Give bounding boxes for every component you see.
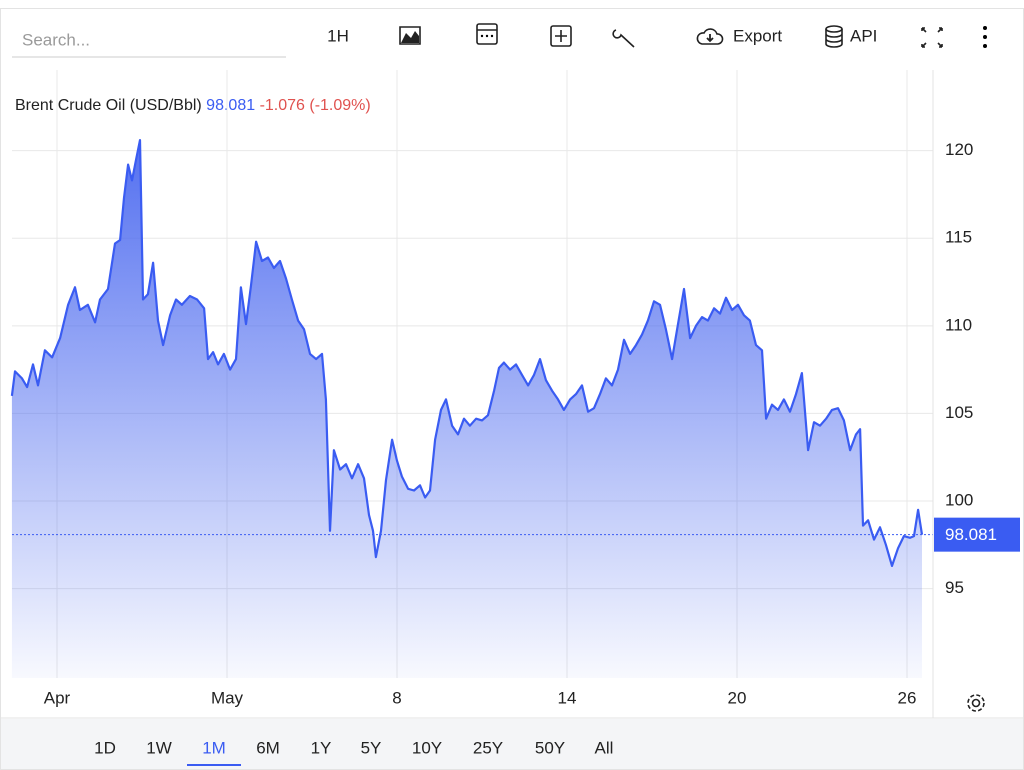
- range-button[interactable]: 1D: [94, 738, 116, 757]
- range-bar: [1, 719, 1023, 769]
- range-buttons: 1D 1W 1M 6M 1Y 5Y 10Y 25Y 50Y All: [94, 738, 614, 766]
- interval-button[interactable]: 1H: [327, 26, 349, 45]
- api-label: API: [850, 26, 877, 45]
- menu-icon[interactable]: [983, 26, 987, 48]
- y-tick-label: 95: [945, 578, 964, 597]
- last-value-badge: [934, 517, 1020, 552]
- change: -1.076 (-1.09%): [260, 97, 371, 114]
- chart-header: Brent Crude Oil (USD/Bbl) 98.081 -1.076 …: [15, 97, 371, 114]
- compare-icon[interactable]: [550, 25, 572, 47]
- export-button[interactable]: Export: [696, 26, 782, 45]
- calendar-icon[interactable]: [476, 23, 498, 45]
- x-tick-label: Apr: [44, 688, 71, 707]
- y-tick-label: 100: [945, 491, 973, 510]
- toolbar: Search... 1H Export API: [12, 23, 987, 58]
- range-button[interactable]: 6M: [256, 738, 280, 757]
- range-button[interactable]: 1Y: [311, 738, 332, 757]
- range-button[interactable]: 1M: [202, 738, 226, 757]
- price-line: [10, 139, 924, 567]
- x-tick-label: May: [211, 688, 244, 707]
- tools-icon[interactable]: [612, 29, 635, 48]
- x-tick-label: 26: [898, 688, 917, 707]
- search-input[interactable]: Search...: [22, 30, 90, 49]
- export-label: Export: [733, 26, 782, 45]
- range-button[interactable]: All: [595, 738, 614, 757]
- range-button[interactable]: 50Y: [535, 738, 565, 757]
- last-value: 98.081: [206, 97, 255, 114]
- api-button[interactable]: API: [825, 25, 877, 48]
- y-tick-label: 115: [945, 228, 972, 247]
- area-fill: [11, 140, 922, 679]
- x-tick-label: 14: [558, 688, 577, 707]
- range-button[interactable]: 5Y: [361, 738, 382, 757]
- y-tick-label: 110: [945, 315, 972, 334]
- x-tick-label: 8: [392, 688, 401, 707]
- y-tick-label: 120: [945, 140, 973, 159]
- range-button[interactable]: 25Y: [473, 738, 503, 757]
- chart-type-icon[interactable]: [399, 26, 421, 45]
- range-button[interactable]: 1W: [146, 738, 172, 757]
- x-tick-label: 20: [728, 688, 747, 707]
- chart-title: Brent Crude Oil (USD/Bbl): [15, 97, 202, 114]
- last-value-label: 98.081: [945, 525, 997, 544]
- range-button[interactable]: 10Y: [412, 738, 442, 757]
- settings-icon[interactable]: [967, 694, 985, 712]
- plot: 95 100 105 110 115 120 Apr May 8 14 20 26 98.081: [10, 70, 1020, 707]
- fullscreen-icon[interactable]: [921, 27, 943, 48]
- y-tick-label: 105: [945, 403, 973, 422]
